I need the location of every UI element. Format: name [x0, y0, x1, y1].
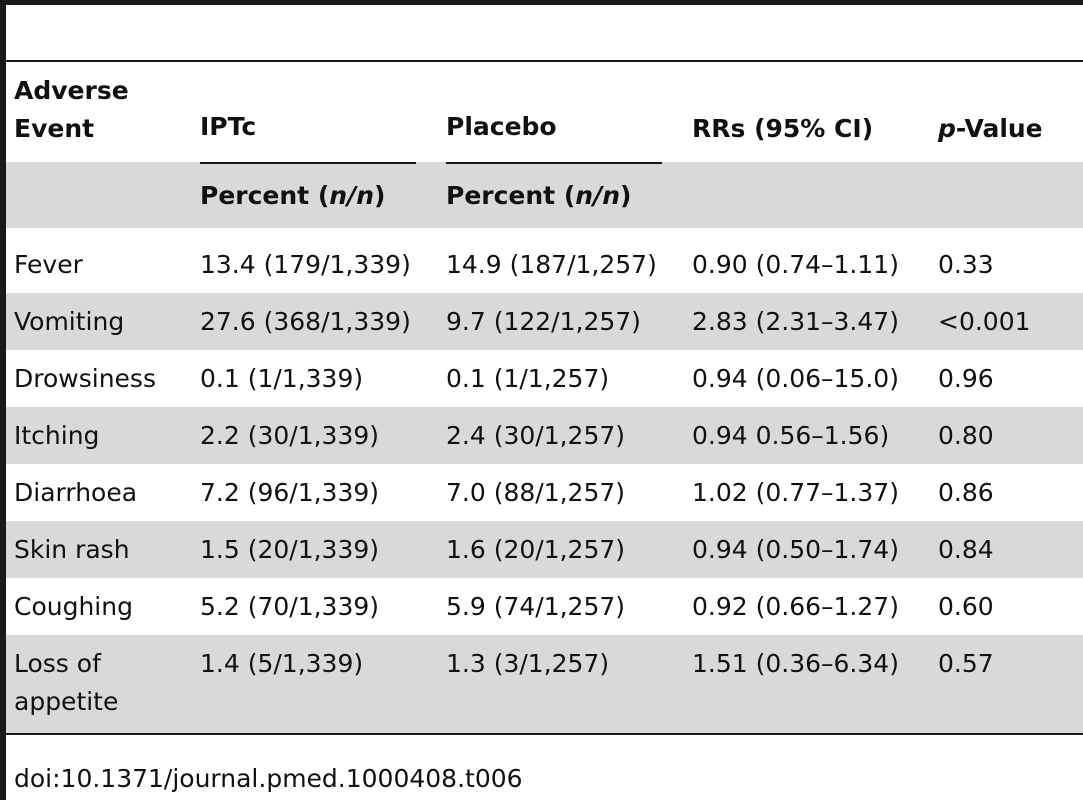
cell-p: 0.84 [930, 521, 1083, 578]
cell-event: Drowsiness [14, 364, 156, 393]
header-p-value: p-Value [930, 60, 1083, 162]
cell-rr: 1.51 (0.36–6.34) [684, 635, 930, 735]
table-row: Fever 13.4 (179/1,339) 14.9 (187/1,257) … [6, 228, 1083, 293]
subheader-empty-p [930, 162, 1083, 228]
adverse-events-table-container: Adverse Event IPTc Placebo RRs (95% CI) … [6, 60, 1083, 735]
cell-rr: 0.90 (0.74–1.11) [692, 250, 899, 279]
table-row: Itching 2.2 (30/1,339) 2.4 (30/1,257) 0.… [6, 407, 1083, 464]
header-iptc: IPTc [192, 60, 438, 164]
table-row: Vomiting 27.6 (368/1,339) 9.7 (122/1,257… [6, 293, 1083, 350]
cell-rr: 0.94 (0.50–1.74) [684, 521, 930, 578]
cell-event: Skin rash [6, 521, 192, 578]
cell-rr: 2.83 (2.31–3.47) [684, 293, 930, 350]
cell-p: 0.86 [938, 478, 994, 507]
header-placebo: Placebo [438, 60, 684, 164]
table-row: Coughing 5.2 (70/1,339) 5.9 (74/1,257) 0… [6, 578, 1083, 635]
table-row: Diarrhoea 7.2 (96/1,339) 7.0 (88/1,257) … [6, 464, 1083, 521]
cell-placebo: 0.1 (1/1,257) [446, 364, 610, 393]
cell-iptc: 0.1 (1/1,339) [200, 364, 364, 393]
cell-event: Itching [6, 407, 192, 464]
table-row: Drowsiness 0.1 (1/1,339) 0.1 (1/1,257) 0… [6, 350, 1083, 407]
cell-rr: 1.02 (0.77–1.37) [692, 478, 899, 507]
cell-rr: 0.94 0.56–1.56) [684, 407, 930, 464]
doi-caption: doi:10.1371/journal.pmed.1000408.t006 [14, 764, 523, 793]
table-row: Skin rash 1.5 (20/1,339) 1.6 (20/1,257) … [6, 521, 1083, 578]
cell-placebo: 7.0 (88/1,257) [446, 478, 626, 507]
subheader-placebo-percent: Percent (n/n) [438, 162, 684, 228]
cell-iptc: 1.4 (5/1,339) [192, 635, 438, 735]
cell-event: Vomiting [6, 293, 192, 350]
cell-event: Coughing [14, 592, 133, 621]
cell-event: Fever [14, 250, 83, 279]
cell-p: 0.33 [938, 250, 994, 279]
cell-p: <0.001 [930, 293, 1083, 350]
cell-iptc: 27.6 (368/1,339) [192, 293, 438, 350]
cell-iptc: 13.4 (179/1,339) [200, 250, 411, 279]
subheader-iptc-percent: Percent (n/n) [192, 162, 438, 228]
cell-rr: 0.92 (0.66–1.27) [692, 592, 899, 621]
subheader-row: Percent (n/n) Percent (n/n) [6, 162, 1083, 228]
cell-placebo: 1.3 (3/1,257) [438, 635, 684, 735]
left-border [0, 0, 6, 800]
cell-placebo: 14.9 (187/1,257) [446, 250, 657, 279]
cell-iptc: 2.2 (30/1,339) [192, 407, 438, 464]
header-rrs: RRs (95% CI) [684, 60, 930, 162]
header-adverse-event: Adverse Event [6, 60, 192, 162]
cell-iptc: 7.2 (96/1,339) [200, 478, 380, 507]
subheader-empty-rr [684, 162, 930, 228]
table-row: Loss of appetite 1.4 (5/1,339) 1.3 (3/1,… [6, 635, 1083, 735]
cell-placebo: 9.7 (122/1,257) [438, 293, 684, 350]
cell-event: Diarrhoea [14, 478, 138, 507]
cell-p: 0.60 [938, 592, 994, 621]
cell-placebo: 1.6 (20/1,257) [438, 521, 684, 578]
cell-p: 0.96 [938, 364, 994, 393]
cell-iptc: 1.5 (20/1,339) [192, 521, 438, 578]
cell-rr: 0.94 (0.06–15.0) [692, 364, 899, 393]
cell-p: 0.57 [930, 635, 1083, 735]
header-row: Adverse Event IPTc Placebo RRs (95% CI) … [6, 60, 1083, 164]
cell-placebo: 2.4 (30/1,257) [438, 407, 684, 464]
cell-iptc: 5.2 (70/1,339) [200, 592, 380, 621]
adverse-events-table: Adverse Event IPTc Placebo RRs (95% CI) … [6, 60, 1083, 735]
top-rule [0, 0, 1083, 5]
cell-placebo: 5.9 (74/1,257) [446, 592, 626, 621]
cell-event: Loss of appetite [6, 635, 192, 735]
subheader-empty [6, 162, 192, 228]
cell-p: 0.80 [930, 407, 1083, 464]
